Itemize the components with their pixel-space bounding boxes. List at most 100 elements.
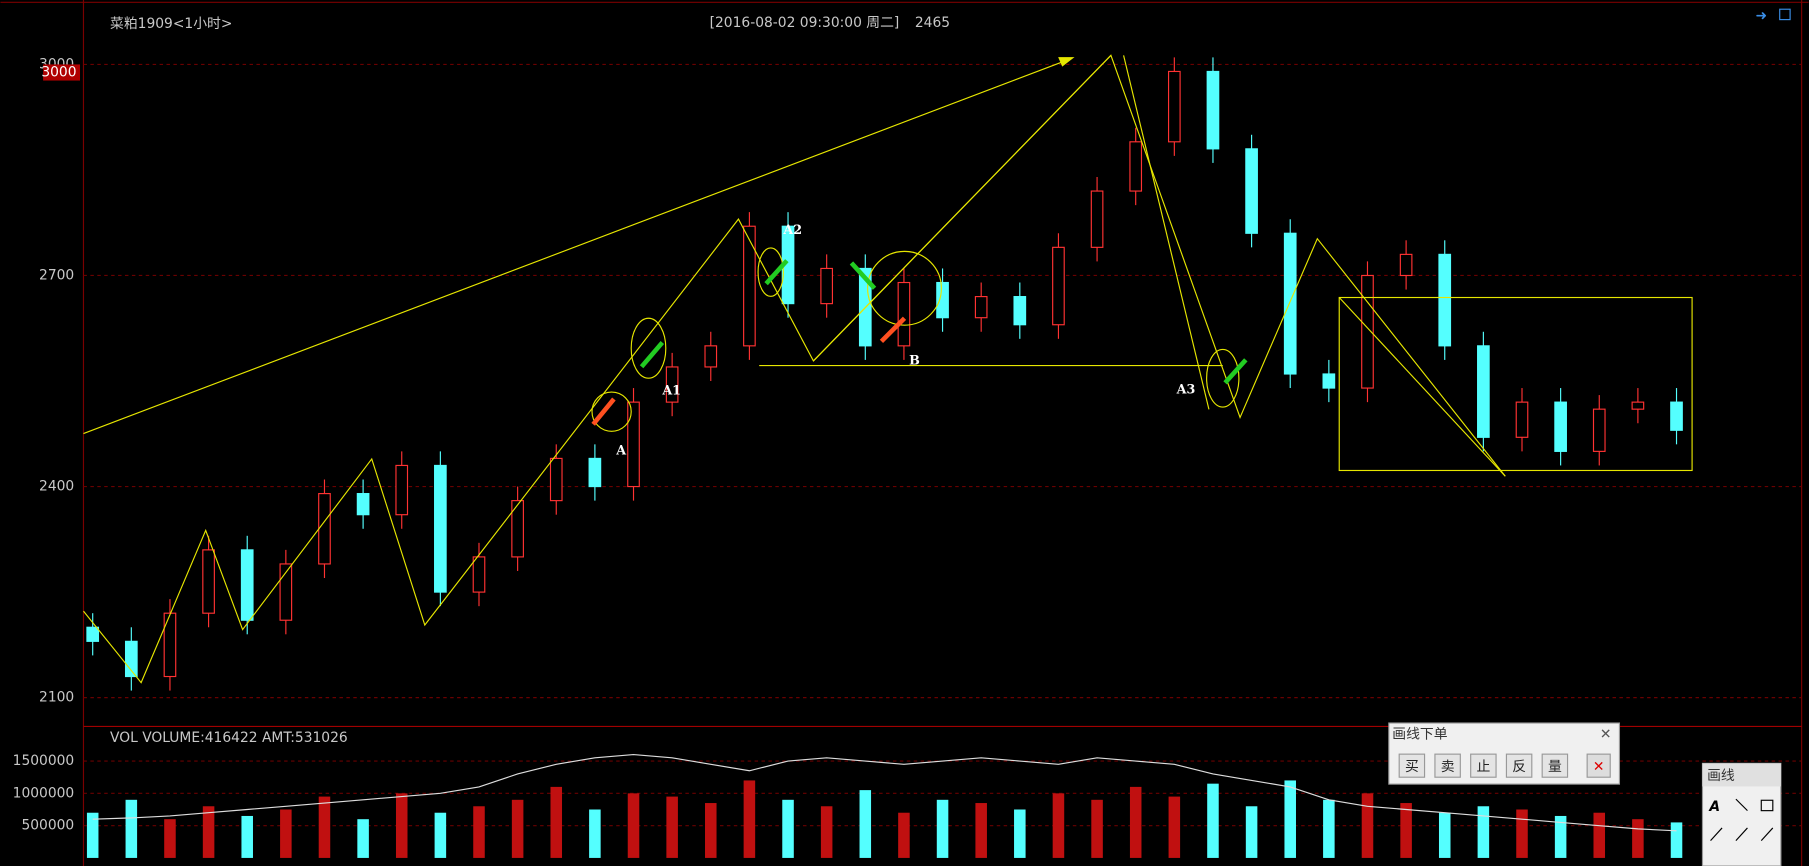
- toolbox-title: 画线: [1707, 768, 1735, 784]
- toolbox-header: [1702, 763, 1781, 787]
- candle-body: [1554, 401, 1567, 452]
- candle-body: [820, 267, 834, 305]
- volume-bar: [1129, 786, 1142, 858]
- annotation: A3: [1176, 381, 1196, 396]
- candle-body: [974, 296, 988, 319]
- annotation: A: [615, 442, 626, 457]
- volume-bar: [1245, 806, 1258, 858]
- volume-bar: [202, 806, 215, 858]
- volume-bar: [1052, 793, 1065, 858]
- volume-bar: [1400, 803, 1412, 858]
- volume-bar: [1516, 809, 1528, 858]
- volume-bar: [1632, 819, 1644, 858]
- restore-icon[interactable]: ➜: [1756, 8, 1768, 24]
- y-tick-label: 500000: [21, 818, 74, 834]
- volume-bar: [550, 786, 563, 858]
- panel-title: 画线下单: [1392, 727, 1447, 743]
- candle-body: [704, 345, 718, 368]
- volume-bar: [820, 806, 833, 858]
- volume-bar: [164, 819, 176, 858]
- volume-bar: [395, 793, 408, 858]
- cancel-button[interactable]: [1586, 753, 1611, 778]
- volume-bar: [241, 815, 253, 858]
- window-icon[interactable]: [1779, 8, 1791, 21]
- annotation: B: [909, 352, 920, 367]
- candle-body: [86, 626, 100, 642]
- volume-bar: [473, 806, 485, 858]
- candle-body: [1361, 274, 1374, 389]
- candle-body: [434, 464, 447, 593]
- parallel-tool[interactable]: [1760, 827, 1774, 842]
- text-tool[interactable]: A: [1708, 799, 1720, 815]
- order-button[interactable]: [1398, 753, 1426, 778]
- candle-body: [1322, 373, 1336, 389]
- circle-mark: [1206, 348, 1240, 408]
- volume-bar: [782, 799, 794, 858]
- candle-body: [163, 612, 177, 678]
- order-button[interactable]: [1470, 753, 1497, 778]
- order-button[interactable]: [1434, 753, 1461, 778]
- close-button[interactable]: ✕: [1600, 727, 1612, 743]
- order-button[interactable]: [1505, 753, 1533, 778]
- candle-body: [395, 464, 409, 516]
- circle-mark: [591, 391, 632, 432]
- volume-bar: [1091, 799, 1103, 858]
- toolbox: 画线 A: [1701, 762, 1782, 866]
- order-button[interactable]: [1541, 753, 1569, 778]
- volume-bar: [280, 809, 292, 858]
- candle-body: [1090, 190, 1104, 248]
- candle-body: [356, 493, 370, 516]
- panel-frame: [1388, 722, 1621, 785]
- candle-body: [1670, 401, 1683, 431]
- volume-title: VOL VOLUME:416422 AMT:531026: [110, 730, 348, 746]
- y-tick-label: 1000000: [13, 785, 75, 801]
- channel-line: [812, 54, 1112, 362]
- rect-tool[interactable]: [1760, 799, 1774, 812]
- volume-bar: [898, 812, 910, 858]
- candle-body: [1013, 296, 1027, 326]
- order-button-label: 反: [1512, 759, 1526, 775]
- volume-bar: [86, 812, 99, 858]
- volume-bar: [627, 793, 640, 858]
- circle-mark: [867, 250, 942, 326]
- candle-body: [549, 457, 563, 502]
- chart-subtitle: [2016-08-02 09:30:00 周二]: [710, 15, 900, 31]
- volume-ma-line: [92, 754, 1677, 832]
- order-panel: 画线下单 ✕ 买 卖 止 反 量 ✕: [1388, 722, 1621, 785]
- volume-bar: [318, 796, 331, 858]
- arrow-tool[interactable]: [1735, 798, 1748, 812]
- candle-body: [1438, 253, 1452, 347]
- line-tool[interactable]: [1710, 827, 1723, 842]
- volume-bar: [1361, 793, 1374, 858]
- volume-bar: [125, 799, 138, 858]
- arrow: [1223, 358, 1248, 385]
- price-marker-label: 3000: [41, 64, 76, 80]
- candle-body: [1631, 401, 1645, 410]
- candle-body: [1592, 408, 1606, 452]
- candle-body: [588, 457, 602, 488]
- ray-tool[interactable]: [1735, 827, 1748, 842]
- candle-body: [202, 549, 215, 614]
- y-tick-label: 1500000: [13, 753, 75, 769]
- volume-bar: [1593, 812, 1606, 858]
- order-button-label: 止: [1476, 759, 1490, 775]
- candle-body: [627, 401, 640, 488]
- candle-body: [472, 556, 486, 593]
- order-button-label: 量: [1548, 759, 1562, 775]
- y-tick-label: 2400: [39, 479, 74, 495]
- circle-mark: [630, 317, 667, 379]
- volume-bar: [1168, 796, 1181, 858]
- order-button-label: 买: [1405, 759, 1419, 775]
- candle-body: [1399, 253, 1413, 277]
- volume-bar: [666, 796, 678, 858]
- volume-bar: [434, 812, 447, 858]
- volume-bar: [1477, 806, 1490, 858]
- volume-bar: [1284, 780, 1296, 858]
- zigzag-line: [83, 54, 1506, 684]
- volume-bar: [705, 803, 717, 858]
- candle-body: [1515, 401, 1529, 438]
- candle-body: [1283, 232, 1297, 375]
- volume-bar: [511, 799, 524, 858]
- cancel-icon: ✕: [1593, 759, 1605, 775]
